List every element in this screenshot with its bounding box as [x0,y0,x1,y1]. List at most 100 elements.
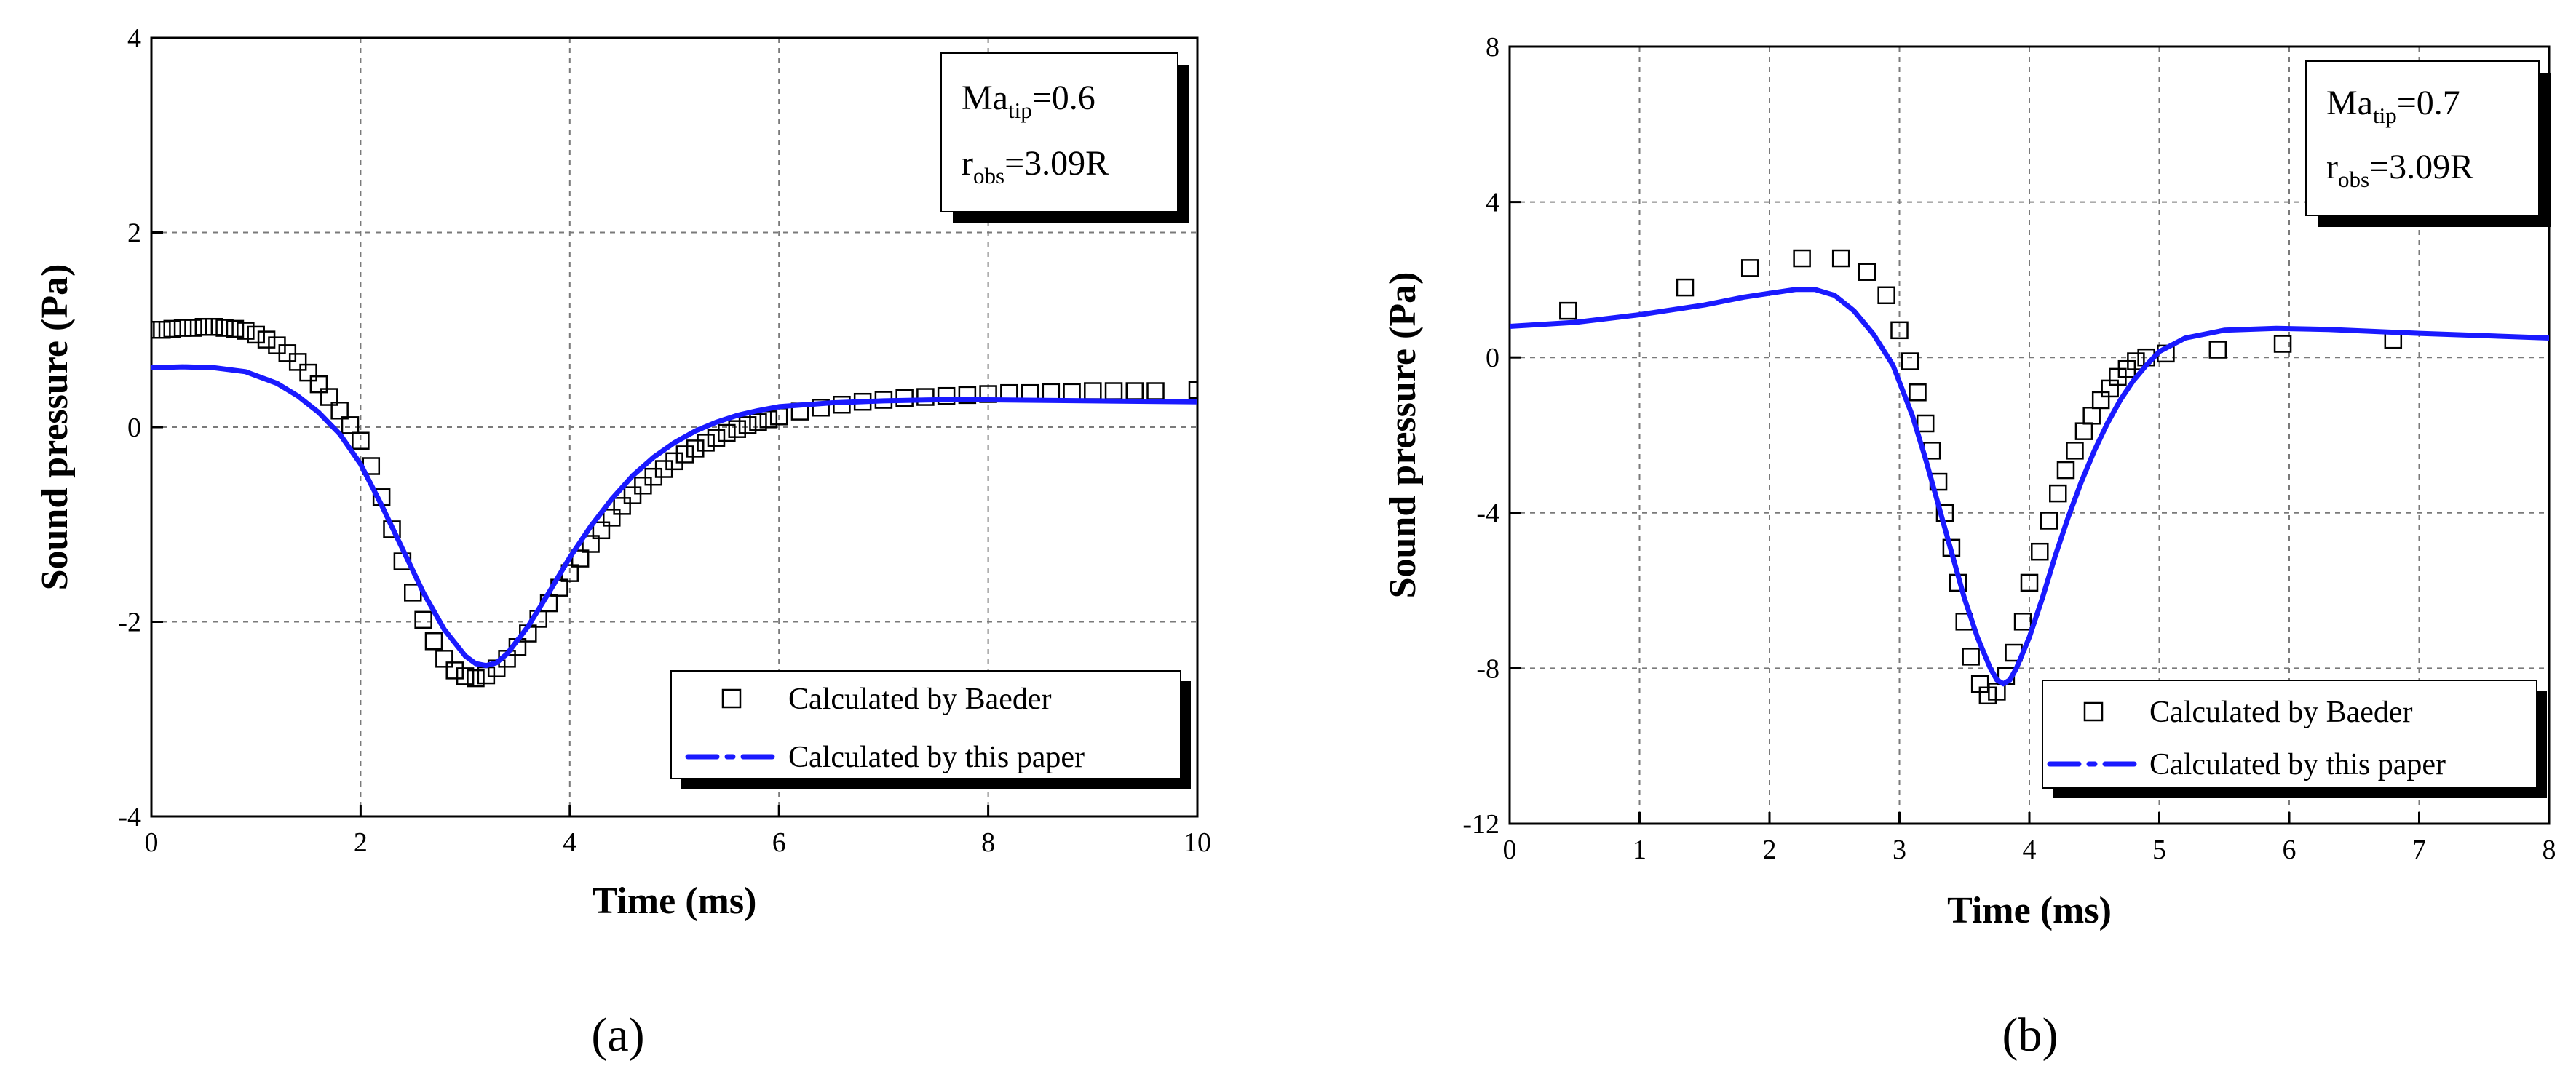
data-point-square [194,317,213,336]
data-point-square [1793,249,1811,268]
data-point-square [352,431,370,450]
data-point-square [237,322,255,340]
y-tick-label: -4 [1476,498,1499,529]
data-point-square [424,632,443,651]
annotation-line-1: Matip=0.6 [962,79,1095,123]
panel-label: (a) [591,1009,644,1062]
data-point-square [1962,648,1980,666]
x-axis-title: Time (ms) [593,880,757,922]
data-point-square [697,434,715,452]
data-point-square [330,402,349,420]
x-tick-label: 8 [2543,835,2556,865]
data-point-square [1676,278,1695,297]
data-point-square [1188,381,1197,399]
data-point-square [1909,383,1927,402]
data-point-square [247,325,265,344]
legend-box [670,670,1181,779]
x-axis-title: Time (ms) [1947,890,2112,931]
data-point-square [2127,352,2145,370]
y-tick-label: 0 [127,413,141,443]
data-point-square [309,375,328,394]
annotation-box [940,52,1178,212]
annotation-value: =0.6 [1032,79,1095,117]
data-point-square [675,445,694,464]
chart-panel-a: 0 2 4 6 8 10 -4 -2 0 2 4 Sound pressure (Pa) Time (m… [34,23,1211,1062]
data-point-square [2013,613,2032,631]
x-tick-label: 2 [1763,835,1777,865]
legend-label-this-paper: Calculated by this paper [788,741,1085,774]
x-tick-label: 4 [563,827,576,858]
annotation-subscript: obs [2338,167,2369,192]
data-point-square [613,497,631,515]
x-tick-label: 6 [772,827,786,858]
data-point-square [2074,422,2093,440]
data-point-square [1146,382,1165,400]
data-point-square [456,667,475,685]
data-point-square [686,439,705,458]
data-point-square [414,610,432,629]
data-point-square [2208,341,2227,359]
x-tick-label: 5 [2152,835,2166,865]
y-tick-label: 8 [1486,32,1499,63]
plot-area [1510,249,2549,705]
series-this-paper-line [151,364,1197,669]
y-axis-title: Sound pressure (Pa) [1382,272,1424,599]
annotation-box [2305,60,2540,216]
data-point-square [1559,301,1577,320]
chart-panel-b: 0 1 2 3 4 5 6 7 8 -12 -8 -4 0 4 8 Sound pressure (Pa) Ti… [1382,32,2556,1062]
data-point-square [2031,542,2049,561]
data-point-square [812,399,830,417]
data-point-square [226,319,245,338]
data-point-square [1877,286,1895,305]
y-tick-label: 2 [127,218,141,249]
annotation-base: Ma [2326,84,2373,122]
x-tick-label: 4 [2023,835,2037,865]
data-point-square [205,317,223,336]
legend-label-baeder: Calculated by Baeder [2149,696,2413,729]
data-point-square [2056,461,2075,480]
plot-area [151,317,1197,688]
x-tick-label: 1 [1633,835,1646,865]
y-tick-label: -8 [1476,653,1499,684]
x-tick-label: 2 [354,827,368,858]
data-point-square [1125,382,1144,400]
data-point-square [582,535,600,553]
data-point-square [153,321,171,339]
x-tick-label: 3 [1893,835,1906,865]
data-point-square [1858,263,1876,281]
data-point-square [571,549,590,568]
data-point-square [1104,382,1123,400]
data-point-square [2082,407,2101,425]
series-baeder-markers [1559,249,2403,705]
data-point-square [665,452,683,471]
data-point-square [916,388,935,406]
data-point-square [215,319,234,337]
x-tick-label: 10 [1184,827,1211,858]
data-point-square [1831,249,1850,268]
data-point-square [958,386,977,405]
annotation-base: r [962,144,973,183]
data-point-square [592,521,611,540]
data-point-square [173,319,192,337]
annotation-subscript: tip [1008,98,1032,123]
annotation-subscript: tip [2373,103,2397,128]
y-axis-title: Sound pressure (Pa) [34,264,76,591]
data-point-square [2091,391,2110,410]
data-point-square [1042,383,1061,402]
data-point-square [257,330,276,349]
y-tick-label: -4 [118,802,141,832]
data-point-square [1988,683,2006,701]
data-point-square [2049,484,2067,503]
data-point-square [163,319,181,338]
x-tick-label: 8 [981,827,995,858]
data-point-square [1063,383,1081,402]
x-tick-label: 0 [1503,835,1517,865]
y-tick-label: -2 [118,608,141,638]
annotation-line-2: robs=3.09R [2326,148,2473,192]
data-point-square [759,410,778,429]
data-point-square [728,420,746,438]
series-baeder-markers [151,317,1197,688]
data-point-square [2273,335,2292,353]
panel-label: (b) [2002,1009,2058,1062]
